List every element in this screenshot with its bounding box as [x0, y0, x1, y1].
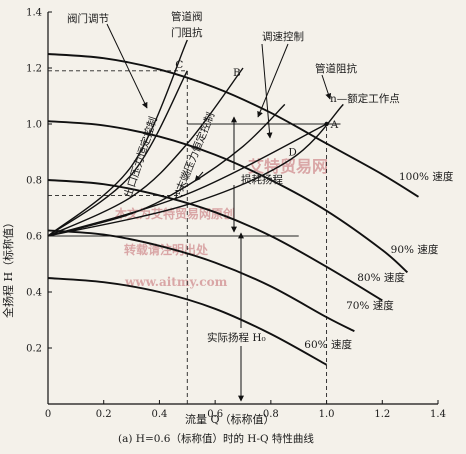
- speed-curve: [47, 179, 383, 302]
- x-tick-label: 0: [45, 409, 51, 420]
- arrow-pressure-end: [194, 171, 204, 182]
- y-tick-label: 1.4: [26, 8, 42, 19]
- y-tick-label: 0.6: [26, 232, 42, 243]
- label-actual-head: 实际扬程 H₀: [207, 331, 266, 344]
- x-tick-label: 0.4: [151, 409, 167, 420]
- x-tick-label: 0.6: [207, 409, 223, 420]
- speed-curve-label: 70% 速度: [346, 299, 394, 312]
- speed-curve-label: 60% 速度: [304, 338, 352, 351]
- system-curve: [47, 103, 286, 237]
- arrow-speed-b: [257, 43, 289, 118]
- x-tick-label: 0.8: [263, 409, 279, 420]
- y-tick-label: 0.8: [26, 176, 42, 187]
- speed-curves: 100% 速度 90% 速度 80% 速度 70% 速度 60% 速度: [47, 53, 454, 366]
- label-pipe-valve-impedance-2: 门阻抗: [171, 26, 203, 39]
- x-tick-label: 1.2: [374, 409, 390, 420]
- speed-curve-label: 80% 速度: [357, 271, 405, 284]
- x-axis-label: 流量 Q（标称值）: [185, 412, 275, 426]
- label-valve-control: 阀门调节: [67, 12, 109, 25]
- point-label: B: [233, 67, 241, 79]
- watermark-line2: 转载请注明出处: [124, 242, 209, 257]
- system-curve: [47, 103, 344, 237]
- speed-curve: [47, 53, 419, 198]
- label-outlet-pressure: 出口压力恒定控制: [121, 115, 159, 199]
- system-curve: [47, 123, 327, 237]
- speed-curve: [47, 229, 355, 333]
- arrow-pipe: [321, 74, 332, 100]
- y-tick-label: 0.4: [26, 288, 42, 299]
- x-tick-label: 1.0: [319, 409, 335, 420]
- label-rated-point: n—额定工作点: [330, 92, 400, 105]
- label-pipe-valve-impedance-1: 管道阀: [171, 10, 203, 23]
- system-curve: [47, 39, 188, 237]
- speed-curve: [47, 120, 409, 274]
- speed-curve-label: 100% 速度: [399, 170, 454, 183]
- speed-curve-label: 90% 速度: [391, 243, 439, 256]
- label-speed-control: 调速控制: [262, 30, 304, 43]
- speed-curve: [47, 277, 328, 366]
- point-label: D: [288, 147, 296, 159]
- y-tick-label: 1.0: [26, 120, 42, 131]
- system-curve: [47, 70, 188, 237]
- operating-points: A B C D E: [174, 59, 338, 201]
- y-axis-label: 全扬程 H（标称值）: [1, 217, 15, 318]
- point-label: E: [174, 188, 182, 200]
- x-tick-label: 1.4: [430, 409, 446, 420]
- chart-caption: (a) H=0.6（标称值）时的 H-Q 特性曲线: [118, 432, 314, 445]
- label-loss-head: 损耗扬程: [241, 173, 283, 186]
- reference-lines: [48, 70, 341, 404]
- watermark-line1: 本文为艾特贸易网原创: [115, 206, 235, 221]
- watermark-logo: 艾特贸易网: [248, 157, 328, 176]
- system-curve: [47, 67, 244, 237]
- y-tick-label: 1.2: [26, 64, 42, 75]
- point-marker: [324, 121, 329, 127]
- point-label: A: [330, 119, 339, 131]
- watermark: 艾特贸易网 本文为艾特贸易网原创 转载请注明出处 www.aitmy.com: [115, 157, 328, 289]
- point-label: C: [175, 59, 183, 71]
- arrow-speed-a: [261, 43, 273, 139]
- arrows: [106, 23, 332, 402]
- system-curves: [47, 39, 344, 237]
- y-tick-label: 0.2: [26, 344, 42, 355]
- label-pipe-impedance: 管道阻抗: [315, 62, 357, 75]
- x-tick-label: 0.2: [96, 409, 112, 420]
- arrow-valve: [106, 23, 148, 109]
- x-ticks: 0 0.2 0.4 0.6 0.8 1.0 1.2 1.4: [45, 400, 446, 420]
- watermark-url: www.aitmy.com: [124, 275, 228, 289]
